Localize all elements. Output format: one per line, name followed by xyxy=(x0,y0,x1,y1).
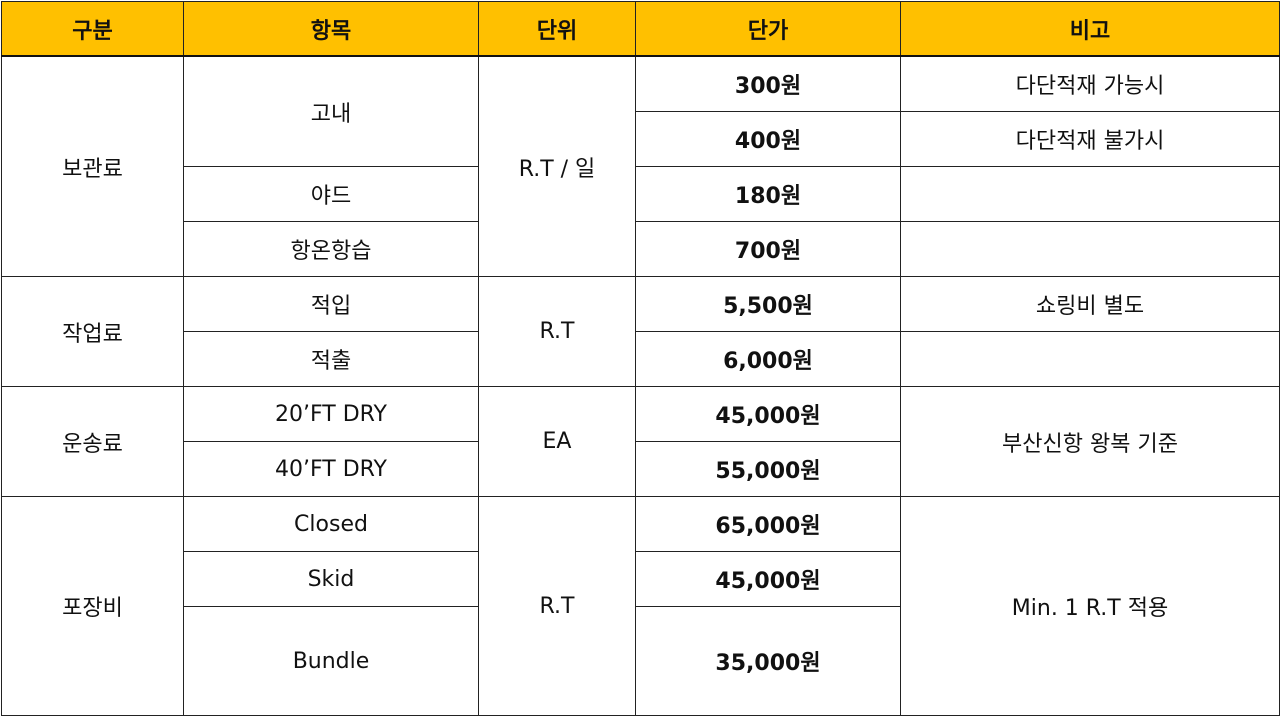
item-cell: Bundle xyxy=(183,606,479,716)
category-cell: 보관료 xyxy=(1,55,184,277)
item-cell: 20’FT DRY xyxy=(183,386,479,442)
unit-cell: R.T xyxy=(478,496,636,716)
table-row: 보관료 고내 R.T / 일 300원 다단적재 가능시 xyxy=(1,55,1280,277)
category-cell: 작업료 xyxy=(1,276,184,387)
price-cell: 35,000원 xyxy=(635,606,901,716)
table-row: Bundle 35,000원 xyxy=(2,606,1280,716)
header-note: 비고 xyxy=(900,1,1280,57)
note-cell: 다단적재 가능시 xyxy=(900,55,1280,112)
note-cell xyxy=(900,331,1280,387)
item-cell: 적입 xyxy=(183,276,479,332)
header-category: 구분 xyxy=(1,1,184,57)
table-row: 운송료 20’FT DRY EA 45,000원 부산신항 왕복 기준 xyxy=(1,386,1280,497)
header-price: 단가 xyxy=(635,1,901,57)
note-cell: 부산신항 왕복 기준 xyxy=(900,386,1280,497)
item-cell: Closed xyxy=(183,496,479,552)
price-cell: 400원 xyxy=(635,111,901,167)
table-row: 적출 6,000원 xyxy=(2,331,1280,387)
item-cell: 적출 xyxy=(183,331,479,387)
item-cell: 40’FT DRY xyxy=(183,441,479,497)
unit-cell: R.T / 일 xyxy=(478,55,636,277)
price-cell: 45,000원 xyxy=(635,551,901,607)
header-unit: 단위 xyxy=(478,1,636,57)
table-row: 항온항습 700원 xyxy=(2,221,1280,277)
item-cell: 야드 xyxy=(183,166,479,222)
table-row: 야드 180원 xyxy=(2,166,1280,222)
header-row: 구분 항목 단위 단가 비고 xyxy=(1,1,1280,57)
price-cell: 180원 xyxy=(635,166,901,222)
price-cell: 6,000원 xyxy=(635,331,901,387)
table-row: 400원 다단적재 불가시 xyxy=(2,111,1280,167)
price-cell: 700원 xyxy=(635,221,901,277)
price-cell: 45,000원 xyxy=(635,386,901,442)
note-cell xyxy=(900,166,1280,222)
unit-cell: EA xyxy=(478,386,636,497)
note-cell: Min. 1 R.T 적용 xyxy=(900,496,1280,716)
price-cell: 300원 xyxy=(635,55,901,112)
note-cell: 쇼링비 별도 xyxy=(900,276,1280,332)
category-cell: 운송료 xyxy=(1,386,184,497)
header-item: 항목 xyxy=(183,1,479,57)
table-row: 작업료 적입 R.T 5,500원 쇼링비 별도 xyxy=(1,276,1280,387)
price-cell: 55,000원 xyxy=(635,441,901,497)
price-cell: 5,500원 xyxy=(635,276,901,332)
note-cell: 다단적재 불가시 xyxy=(900,111,1280,167)
table-row: Skid 45,000원 xyxy=(2,551,1280,607)
unit-cell: R.T xyxy=(478,276,636,387)
table-row: 포장비 Closed R.T 65,000원 Min. 1 R.T 적용 xyxy=(1,496,1280,716)
price-cell: 65,000원 xyxy=(635,496,901,552)
note-cell xyxy=(900,221,1280,277)
item-cell: 고내 xyxy=(183,55,479,167)
category-cell: 포장비 xyxy=(1,496,184,716)
item-cell: 항온항습 xyxy=(183,221,479,277)
item-cell: Skid xyxy=(183,551,479,607)
